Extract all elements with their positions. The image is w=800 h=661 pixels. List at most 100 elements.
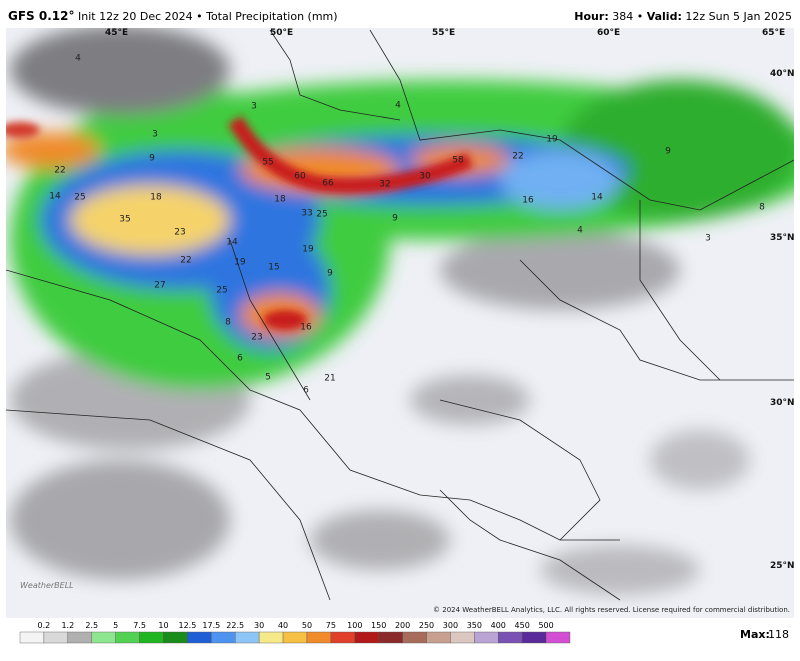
spot-value: 22 <box>180 256 191 266</box>
spot-value: 8 <box>759 203 765 213</box>
spot-value: 15 <box>268 263 279 273</box>
spot-value: 8 <box>225 318 231 328</box>
spot-value: 14 <box>226 238 238 248</box>
spot-value: 3 <box>152 130 158 140</box>
spot-value: 3 <box>251 102 257 112</box>
colorbar-label: 10 <box>158 621 168 630</box>
map-area <box>6 28 794 618</box>
spot-value: 14 <box>591 193 603 203</box>
color-swatch <box>139 631 164 644</box>
colorbar-label: 75 <box>326 621 336 630</box>
spot-value: 66 <box>322 179 334 189</box>
spot-value: 27 <box>154 281 165 291</box>
colorbar-label: 450 <box>515 621 530 630</box>
borders <box>6 29 794 601</box>
valid-value: 12z Sun 5 Jan 2025 <box>685 10 792 23</box>
colorbar-label: 1.2 <box>61 621 74 630</box>
color-swatch <box>43 631 69 644</box>
color-swatch <box>187 631 212 644</box>
spot-value: 18 <box>150 193 162 203</box>
colorbar-label: 0.2 <box>38 621 51 630</box>
color-swatch <box>402 631 427 644</box>
color-swatch <box>211 631 236 644</box>
colorbar-label: 400 <box>491 621 506 630</box>
color-swatch <box>91 631 116 644</box>
color-swatch <box>163 631 188 644</box>
spot-value: 9 <box>392 214 398 224</box>
lon-label: 65°E <box>762 28 785 38</box>
colorbar-label: 40 <box>278 621 288 630</box>
spot-value: 32 <box>379 180 390 190</box>
color-swatch <box>545 631 571 644</box>
hour-value: 384 • <box>612 10 643 23</box>
color-swatch <box>521 631 547 644</box>
colorbar-label: 22.5 <box>226 621 244 630</box>
lon-label: 55°E <box>432 28 455 38</box>
spot-value: 55 <box>262 158 273 168</box>
max-value: 118 <box>768 628 789 641</box>
spot-value: 22 <box>54 166 65 176</box>
spot-value: 25 <box>74 193 85 203</box>
color-swatch <box>67 631 92 644</box>
color-swatch <box>258 631 284 644</box>
colorbar-label: 250 <box>419 621 434 630</box>
lon-label: 50°E <box>270 28 293 38</box>
spot-value: 9 <box>665 147 671 157</box>
spot-value: 25 <box>316 210 327 220</box>
spot-value: 4 <box>75 54 81 64</box>
heavy-precip <box>6 115 474 330</box>
color-swatch <box>19 631 45 644</box>
color-swatch <box>354 631 379 644</box>
model-name: GFS 0.12° <box>8 9 74 23</box>
spot-value: 25 <box>216 286 227 296</box>
lon-label: 45°E <box>105 28 128 38</box>
colorbar-label: 17.5 <box>202 621 220 630</box>
color-swatch <box>426 631 451 644</box>
hour-label: Hour: <box>574 10 608 23</box>
spot-value: 22 <box>512 152 523 162</box>
spot-value: 14 <box>49 192 61 202</box>
spot-value: 30 <box>419 172 431 182</box>
spot-value: 60 <box>294 172 306 182</box>
colorbar-label: 50 <box>302 621 312 630</box>
color-swatch <box>115 631 140 644</box>
run-description: Init 12z 20 Dec 2024 • Total Precipitati… <box>78 10 338 23</box>
lat-label: 35°N <box>770 233 795 243</box>
spot-value: 19 <box>546 135 558 145</box>
spot-value: 19 <box>302 245 314 255</box>
spot-value: 6 <box>237 354 243 364</box>
spot-value: 23 <box>251 333 262 343</box>
spot-value: 4 <box>395 101 401 111</box>
color-swatch <box>306 631 332 644</box>
spot-value: 58 <box>452 156 464 166</box>
colorbar-label: 200 <box>395 621 410 630</box>
colorbar-label: 12.5 <box>178 621 196 630</box>
spot-value: 18 <box>274 195 286 205</box>
lat-label: 30°N <box>770 398 795 408</box>
max-label: Max: <box>740 628 770 641</box>
colorbar-label: 7.5 <box>133 621 146 630</box>
colorbar-label: 30 <box>254 621 264 630</box>
color-swatch <box>378 631 403 644</box>
valid-time: Hour: 384 • Valid: 12z Sun 5 Jan 2025 <box>574 10 792 23</box>
valid-label: Valid: <box>647 10 682 23</box>
color-swatch <box>450 631 475 644</box>
colorbar-label: 150 <box>371 621 386 630</box>
color-swatch <box>282 631 308 644</box>
colorbar-label: 500 <box>538 621 553 630</box>
spot-value: 23 <box>174 228 185 238</box>
colorbar-label: 100 <box>347 621 362 630</box>
spot-value: 9 <box>149 154 155 164</box>
spot-value: 5 <box>265 373 271 383</box>
colorbar-label: 300 <box>443 621 458 630</box>
lat-label: 40°N <box>770 69 795 79</box>
spot-value: 6 <box>303 386 309 396</box>
spot-value: 16 <box>300 323 312 333</box>
brand-logo: WeatherBELL <box>20 581 74 590</box>
color-swatch <box>330 631 355 644</box>
spot-value: 33 <box>301 209 312 219</box>
spot-value: 16 <box>522 196 534 206</box>
